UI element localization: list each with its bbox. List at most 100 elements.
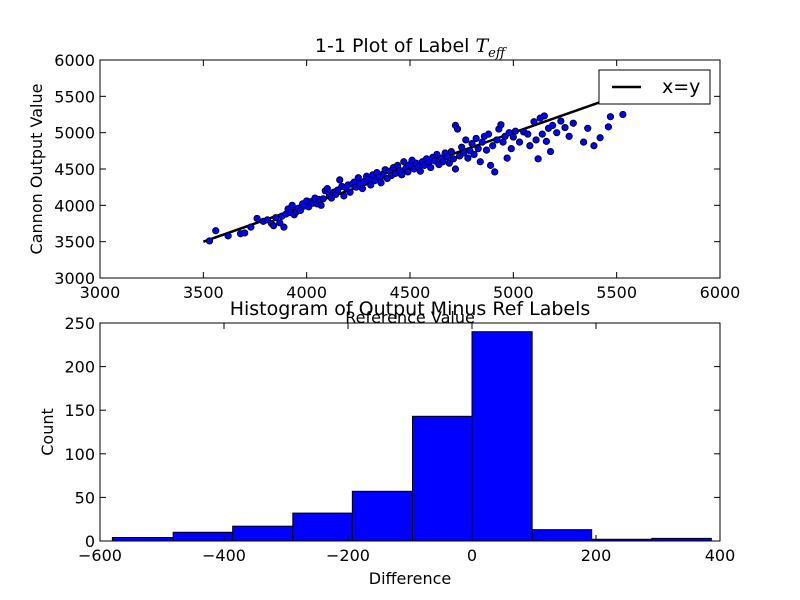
scatter-point: [538, 130, 546, 138]
histogram-x-axis-label: Difference: [369, 569, 451, 588]
y-tick-label: 4000: [54, 196, 95, 215]
scatter-point: [584, 124, 592, 132]
scatter-plot-panel: 3000 3500 4000 4500 5000 5500 6000 3000 3500 4000…: [27, 35, 740, 327]
scatter-point: [367, 181, 375, 189]
scatter-point: [460, 149, 468, 157]
histogram-bar: [351, 490, 413, 542]
x-tick-label: 5000: [493, 283, 534, 302]
scatter-point: [540, 112, 548, 120]
x-tick-label: 6000: [700, 283, 741, 302]
scatter-point: [474, 145, 482, 153]
x-tick-label: 5500: [596, 283, 637, 302]
scatter-point: [472, 134, 480, 143]
histogram-bar: [471, 331, 533, 542]
scatter-point: [253, 214, 261, 223]
x-tick-label: 4000: [286, 283, 327, 302]
y-tick-label: 5500: [54, 87, 95, 106]
scatter-point: [524, 130, 532, 138]
x-tick-label: 400: [705, 546, 736, 565]
scatter-point: [619, 110, 627, 119]
y-tick-label: 200: [64, 358, 95, 377]
scatter-y-axis-label: Cannon Output Value: [27, 84, 46, 255]
scatter-point: [462, 136, 470, 144]
scatter-point: [532, 136, 540, 144]
scatter-point: [565, 132, 573, 140]
histogram-bar: [531, 529, 593, 542]
scatter-point: [269, 222, 278, 230]
scatter-point: [590, 142, 598, 150]
scatter-point: [497, 121, 505, 129]
scatter-point: [377, 179, 385, 187]
scatter-points-layer: [205, 110, 627, 245]
x-tick-label: −200: [326, 546, 370, 565]
x-tick-label: 4500: [390, 283, 431, 302]
scatter-point: [491, 168, 499, 176]
scatter-point: [453, 125, 462, 133]
scatter-point: [569, 119, 577, 127]
scatter-point: [247, 223, 255, 231]
y-tick-label: 0: [85, 532, 95, 551]
histogram-bar: [292, 512, 353, 542]
x-tick-label: 200: [581, 546, 612, 565]
scatter-point: [447, 147, 455, 156]
scatter-point: [323, 185, 331, 193]
scatter-ticks-layer: 3000 3500 4000 4500 5000 5500 6000 3000 3500 4000…: [54, 51, 740, 302]
scatter-point: [336, 176, 344, 184]
scatter-point: [317, 201, 325, 209]
y-tick-label: 150: [64, 401, 95, 420]
scatter-point: [561, 123, 569, 132]
scatter-title-math-sub: eff: [488, 46, 508, 61]
scatter-point: [507, 145, 515, 153]
scatter-point: [489, 142, 497, 150]
scatter-point: [534, 155, 542, 163]
scatter-point: [241, 229, 249, 237]
histogram-bar: [111, 537, 174, 542]
scatter-title-math: T: [475, 35, 489, 57]
scatter-point: [358, 185, 367, 193]
scatter-point: [416, 167, 424, 175]
y-tick-label: 3500: [54, 233, 95, 252]
scatter-point: [470, 150, 478, 159]
scatter-point: [557, 117, 565, 125]
histogram-axes-frame: [99, 322, 721, 542]
scatter-point: [449, 155, 457, 163]
x-tick-label: −600: [78, 546, 122, 565]
y-tick-label: 100: [64, 445, 95, 464]
scatter-point: [493, 136, 501, 144]
histogram-bar: [232, 525, 294, 542]
scatter-point: [280, 223, 288, 231]
histogram-bar: [411, 415, 473, 542]
x-tick-label: 3000: [80, 283, 121, 302]
scatter-x-axis-label: Reference Value: [345, 308, 475, 327]
scatter-point: [276, 219, 284, 227]
scatter-point: [542, 137, 551, 145]
y-tick-label: 5000: [54, 124, 95, 143]
x-tick-label: 0: [467, 546, 477, 565]
histogram-ticks-layer: −600 −400 −200 0 200 400 0 50 100 150 200 250: [64, 314, 735, 565]
scatter-point: [296, 206, 305, 215]
scatter-point: [205, 237, 214, 245]
y-tick-label: 250: [64, 314, 95, 333]
histogram-panel: −600 −400 −200 0 200 400 0 50 100 150 200 250 Histo…: [38, 298, 735, 588]
scatter-point: [604, 123, 613, 131]
scatter-point: [464, 154, 472, 162]
scatter-point: [596, 134, 604, 142]
scatter-point: [486, 161, 495, 169]
x-tick-label: 3500: [183, 283, 224, 302]
scatter-point: [451, 165, 460, 173]
scatter-point: [346, 188, 354, 196]
scatter-title: 1-1 Plot of Label Teff: [315, 35, 508, 61]
scatter-point: [482, 146, 491, 154]
scatter-point: [404, 168, 412, 176]
scatter-point: [427, 163, 435, 172]
y-tick-label: 6000: [54, 51, 95, 70]
scatter-point: [526, 142, 534, 150]
scatter-point: [579, 138, 588, 146]
scatter-point: [553, 129, 561, 137]
scatter-point: [484, 130, 493, 138]
scatter-point: [212, 227, 220, 235]
scatter-point: [398, 171, 406, 179]
scatter-point: [468, 139, 476, 148]
scatter-point: [530, 118, 538, 126]
